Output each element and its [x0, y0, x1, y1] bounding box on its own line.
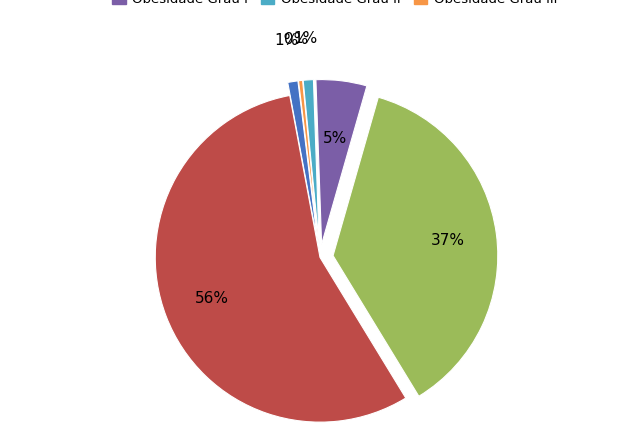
Wedge shape: [303, 80, 319, 244]
Text: 56%: 56%: [195, 291, 229, 306]
Text: 1%: 1%: [275, 33, 299, 48]
Wedge shape: [316, 80, 367, 245]
Text: 0%: 0%: [284, 32, 308, 47]
Wedge shape: [298, 80, 319, 244]
Text: 37%: 37%: [430, 233, 465, 248]
Wedge shape: [333, 97, 498, 396]
Text: 1%: 1%: [294, 31, 317, 46]
Wedge shape: [156, 96, 406, 422]
Text: 5%: 5%: [323, 130, 347, 145]
Legend: Obesidade Grau I, Obesidade Grau II, Obesidade Grau III: Obesidade Grau I, Obesidade Grau II, Obe…: [113, 0, 557, 6]
Wedge shape: [288, 81, 318, 245]
